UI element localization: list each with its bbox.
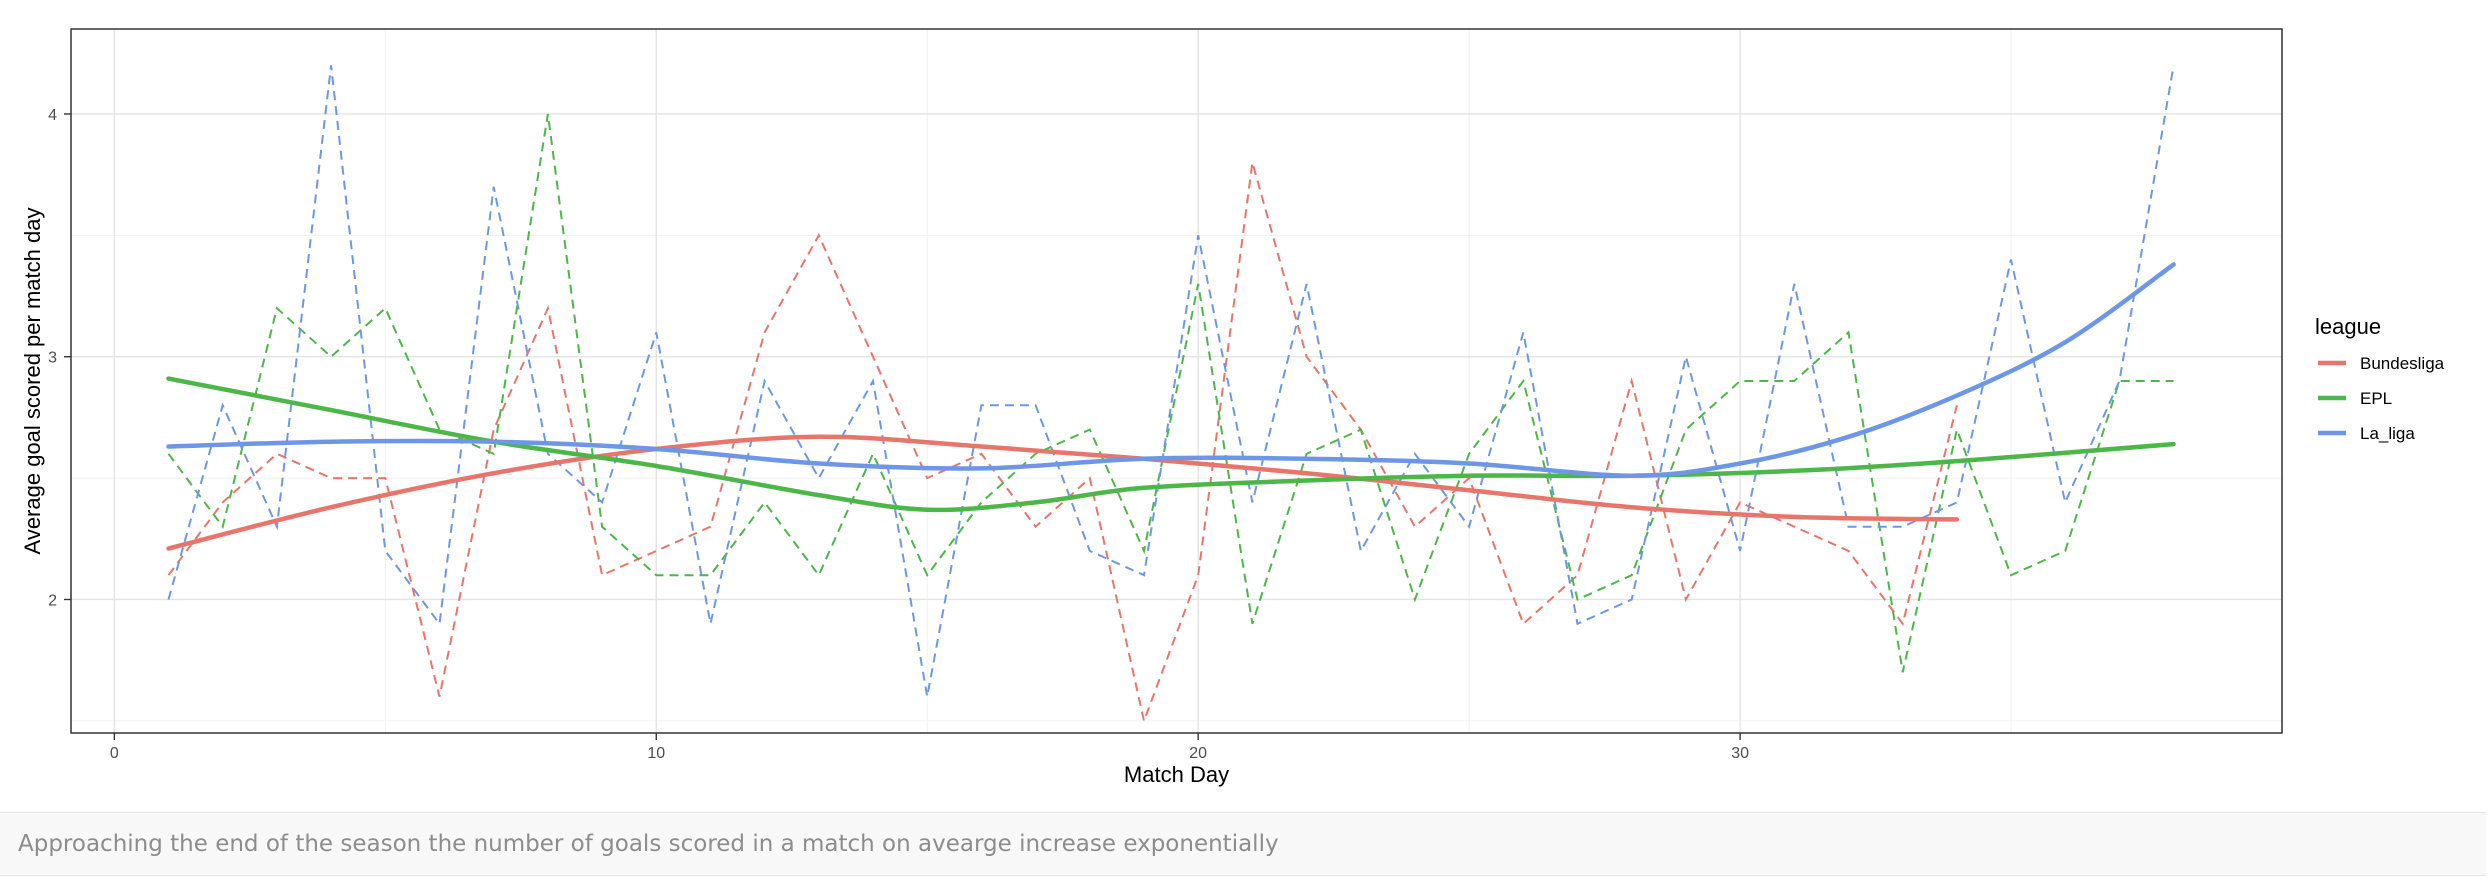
plot-panel	[71, 29, 2282, 733]
legend-title: league	[2315, 314, 2381, 339]
grid-minor	[71, 29, 2282, 733]
y-tick-label: 3	[48, 350, 57, 367]
x-tick-label: 20	[1189, 745, 1207, 762]
caption-text: Approaching the end of the season the nu…	[18, 831, 1279, 857]
chart-svg: 0 10 20 30 2 3 4 Match Day Average goal score…	[20, 28, 2445, 787]
chart-area: 0 10 20 30 2 3 4 Match Day Average goal score…	[20, 28, 2445, 787]
smooth-line-la-liga	[166, 262, 2176, 478]
y-axis-ticks: 2 3 4	[48, 107, 71, 609]
y-axis-title: Average goal scored per match day	[20, 208, 45, 555]
x-axis-ticks: 0 10 20 30	[110, 733, 1749, 762]
raw-series-lines	[167, 65, 2175, 725]
raw-line-la-liga	[167, 65, 2175, 697]
x-tick-label: 0	[110, 745, 119, 762]
caption-bar: Approaching the end of the season the nu…	[0, 812, 2486, 876]
x-tick-label: 10	[647, 745, 665, 762]
raw-line-epl	[167, 113, 2174, 673]
smooth-line-bundesliga	[166, 434, 1960, 551]
smooth-series-lines	[166, 262, 2176, 551]
legend-label-epl: EPL	[2360, 389, 2392, 408]
legend-label-bundesliga: Bundesliga	[2360, 354, 2445, 373]
raw-line-bundesliga	[167, 162, 1958, 725]
y-tick-label: 4	[48, 107, 57, 124]
y-tick-label: 2	[48, 592, 57, 609]
legend-label-la-liga: La_liga	[2360, 424, 2415, 443]
legend: league Bundesliga EPL La_liga	[2315, 314, 2445, 443]
plot-panel-border	[70, 28, 2283, 734]
x-axis-title: Match Day	[1124, 762, 1229, 787]
x-tick-label: 30	[1731, 745, 1749, 762]
legend-items: Bundesliga EPL La_liga	[2318, 354, 2445, 443]
